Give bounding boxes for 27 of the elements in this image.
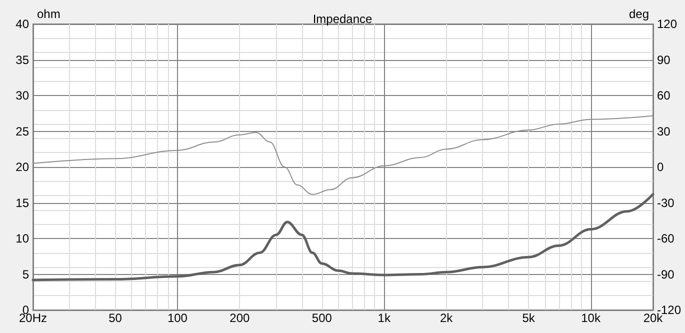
- y2-tick-label: 120: [657, 17, 678, 31]
- y-tick-label: 30: [16, 88, 30, 102]
- x-tick-label: 2k: [440, 311, 454, 325]
- x-tick-label: 10k: [581, 311, 602, 325]
- y-tick-label: 40: [16, 17, 30, 31]
- y2-tick-label: 60: [657, 88, 671, 102]
- x-tick-label: 200: [230, 311, 250, 325]
- y2-tick-label: 0: [657, 160, 664, 174]
- x-tick-label: 1k: [378, 311, 392, 325]
- y-tick-label: 15: [16, 196, 30, 210]
- y-axis-title: ohm: [37, 7, 60, 21]
- y-tick-label: 20: [16, 160, 30, 174]
- y2-axis-title: deg: [628, 7, 649, 21]
- y2-tick-label: -60: [657, 232, 675, 246]
- x-tick-label: 50: [108, 311, 122, 325]
- x-tick-label: 100: [167, 311, 188, 325]
- y2-tick-label: -90: [657, 267, 675, 282]
- chart-title: Impedance: [312, 12, 373, 26]
- x-tick-label: 500: [312, 311, 332, 325]
- x-tick-label: 5k: [522, 311, 536, 325]
- y-tick-label: 10: [16, 232, 30, 246]
- y2-tick-label: 30: [657, 124, 671, 138]
- y2-tick-label: 90: [657, 52, 671, 67]
- y-tick-label: 35: [16, 52, 30, 67]
- y-tick-label: 5: [22, 267, 30, 282]
- y-tick-label: 25: [16, 124, 30, 138]
- y2-tick-label: -30: [657, 196, 675, 210]
